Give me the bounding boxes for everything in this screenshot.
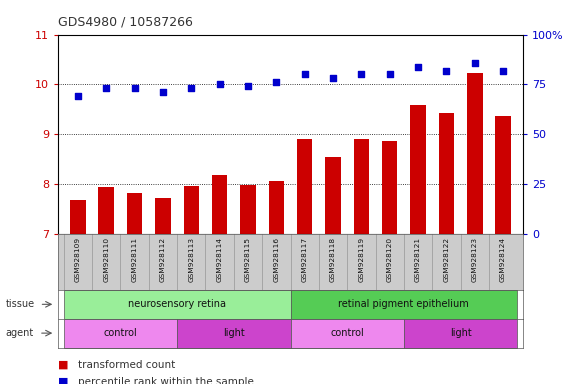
Bar bbox=[240, 185, 256, 234]
Point bbox=[414, 63, 423, 70]
Bar bbox=[70, 200, 86, 234]
Text: GSM928110: GSM928110 bbox=[103, 237, 109, 282]
Text: GSM928121: GSM928121 bbox=[415, 237, 421, 282]
Text: GSM928117: GSM928117 bbox=[302, 237, 308, 282]
Bar bbox=[155, 198, 171, 234]
Bar bbox=[99, 187, 114, 234]
Bar bbox=[290, 319, 404, 348]
Bar bbox=[382, 141, 397, 234]
Text: ■: ■ bbox=[58, 377, 69, 384]
Point bbox=[498, 68, 508, 74]
Text: GSM928119: GSM928119 bbox=[358, 237, 364, 282]
Text: GSM928114: GSM928114 bbox=[217, 237, 223, 282]
Point bbox=[300, 71, 309, 78]
Text: control: control bbox=[103, 328, 137, 338]
Bar bbox=[325, 157, 341, 234]
Point bbox=[215, 81, 224, 88]
Text: GSM928120: GSM928120 bbox=[387, 237, 393, 282]
Bar bbox=[268, 181, 284, 234]
Point bbox=[328, 75, 338, 81]
Text: GSM928113: GSM928113 bbox=[188, 237, 194, 282]
Bar bbox=[212, 175, 227, 234]
Bar bbox=[184, 186, 199, 234]
Point bbox=[357, 71, 366, 78]
Text: GSM928124: GSM928124 bbox=[500, 237, 506, 282]
Text: GSM928123: GSM928123 bbox=[472, 237, 478, 282]
Bar bbox=[467, 73, 482, 234]
Point bbox=[158, 89, 167, 96]
Text: agent: agent bbox=[6, 328, 34, 338]
Bar bbox=[439, 113, 454, 234]
Point bbox=[470, 60, 479, 66]
Point bbox=[385, 71, 394, 78]
Text: light: light bbox=[450, 328, 471, 338]
Text: GSM928122: GSM928122 bbox=[443, 237, 449, 282]
Text: light: light bbox=[223, 328, 245, 338]
Bar bbox=[495, 116, 511, 234]
Bar bbox=[354, 139, 369, 234]
Point bbox=[73, 93, 83, 99]
Bar bbox=[297, 139, 313, 234]
Bar bbox=[404, 319, 517, 348]
Text: GSM928115: GSM928115 bbox=[245, 237, 251, 282]
Text: transformed count: transformed count bbox=[78, 360, 175, 370]
Bar bbox=[177, 319, 290, 348]
Text: percentile rank within the sample: percentile rank within the sample bbox=[78, 377, 254, 384]
Bar bbox=[410, 106, 426, 234]
Bar bbox=[127, 193, 142, 234]
Text: GSM928116: GSM928116 bbox=[273, 237, 279, 282]
Point bbox=[130, 85, 139, 91]
Text: GSM928118: GSM928118 bbox=[330, 237, 336, 282]
Point bbox=[243, 83, 253, 89]
Text: ■: ■ bbox=[58, 360, 69, 370]
Text: GSM928112: GSM928112 bbox=[160, 237, 166, 282]
Text: retinal pigment epithelium: retinal pigment epithelium bbox=[339, 299, 469, 310]
Text: tissue: tissue bbox=[6, 299, 35, 310]
Text: control: control bbox=[331, 328, 364, 338]
Point bbox=[102, 85, 111, 91]
Bar bbox=[64, 290, 290, 319]
Text: GSM928109: GSM928109 bbox=[75, 237, 81, 282]
Point bbox=[272, 79, 281, 86]
Point bbox=[187, 85, 196, 91]
Bar bbox=[290, 290, 517, 319]
Text: neurosensory retina: neurosensory retina bbox=[128, 299, 226, 310]
Bar bbox=[64, 319, 177, 348]
Text: GSM928111: GSM928111 bbox=[132, 237, 138, 282]
Point bbox=[442, 68, 451, 74]
Text: GDS4980 / 10587266: GDS4980 / 10587266 bbox=[58, 15, 193, 28]
